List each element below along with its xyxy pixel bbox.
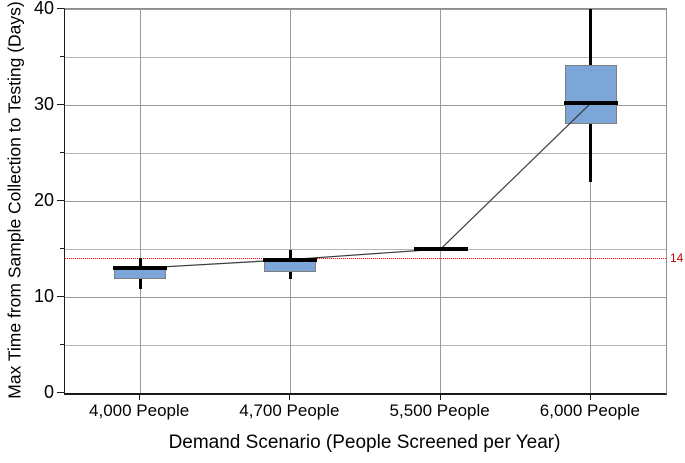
reference-line-label: 14 [670, 250, 684, 265]
y-axis-tick-10 [57, 296, 64, 297]
y-axis-minor-tick-5 [60, 344, 64, 345]
x-axis-tick-3 [439, 394, 441, 400]
minor-gridline-y5 [65, 344, 666, 346]
median-line-2 [263, 257, 318, 262]
major-gridline-y10 [65, 296, 666, 298]
y-axis-minor-tick-25 [60, 152, 64, 153]
median-line-3 [413, 247, 468, 251]
y-axis-tick-40 [57, 8, 64, 9]
y-axis-tick-label-20: 20 [33, 190, 54, 210]
x-axis-title: Demand Scenario (People Screened per Yea… [168, 432, 561, 453]
minor-gridline-y35 [65, 56, 666, 58]
box-4 [564, 64, 617, 125]
vertical-gridline-2 [289, 9, 291, 393]
y-axis-tick-0 [57, 392, 64, 393]
x-axis-tick-label-4: 6,000 People [539, 401, 640, 420]
minor-gridline-y25 [65, 152, 666, 154]
x-axis-tick-label-1: 4,000 People [89, 401, 190, 420]
y-axis-tick-label-10: 10 [33, 286, 54, 306]
y-axis-tick-label-0: 0 [43, 382, 54, 402]
major-gridline-y30 [65, 104, 666, 106]
x-axis-tick-2 [289, 394, 291, 400]
reference-line [65, 258, 666, 260]
plot-area [64, 8, 667, 395]
x-axis-tick-label-3: 5,500 People [389, 401, 490, 420]
median-line-1 [113, 266, 168, 271]
median-line-4 [563, 101, 618, 106]
x-axis-tick-label-2: 4,700 People [239, 401, 340, 420]
y-axis-tick-20 [57, 200, 64, 201]
vertical-gridline-4 [590, 9, 592, 393]
x-axis-tick-1 [139, 394, 141, 400]
major-gridline-y20 [65, 200, 666, 202]
vertical-gridline-1 [139, 9, 141, 393]
y-axis-tick-label-30: 30 [33, 94, 54, 114]
y-axis-tick-30 [57, 104, 64, 105]
y-axis-minor-tick-35 [60, 56, 64, 57]
y-axis-minor-tick-15 [60, 248, 64, 249]
y-axis-tick-label-40: 40 [33, 0, 54, 18]
vertical-gridline-3 [440, 9, 442, 393]
x-axis-tick-4 [589, 394, 591, 400]
major-gridline-y40 [65, 8, 666, 10]
minor-gridline-y15 [65, 248, 666, 250]
median-connector-line [65, 9, 666, 393]
